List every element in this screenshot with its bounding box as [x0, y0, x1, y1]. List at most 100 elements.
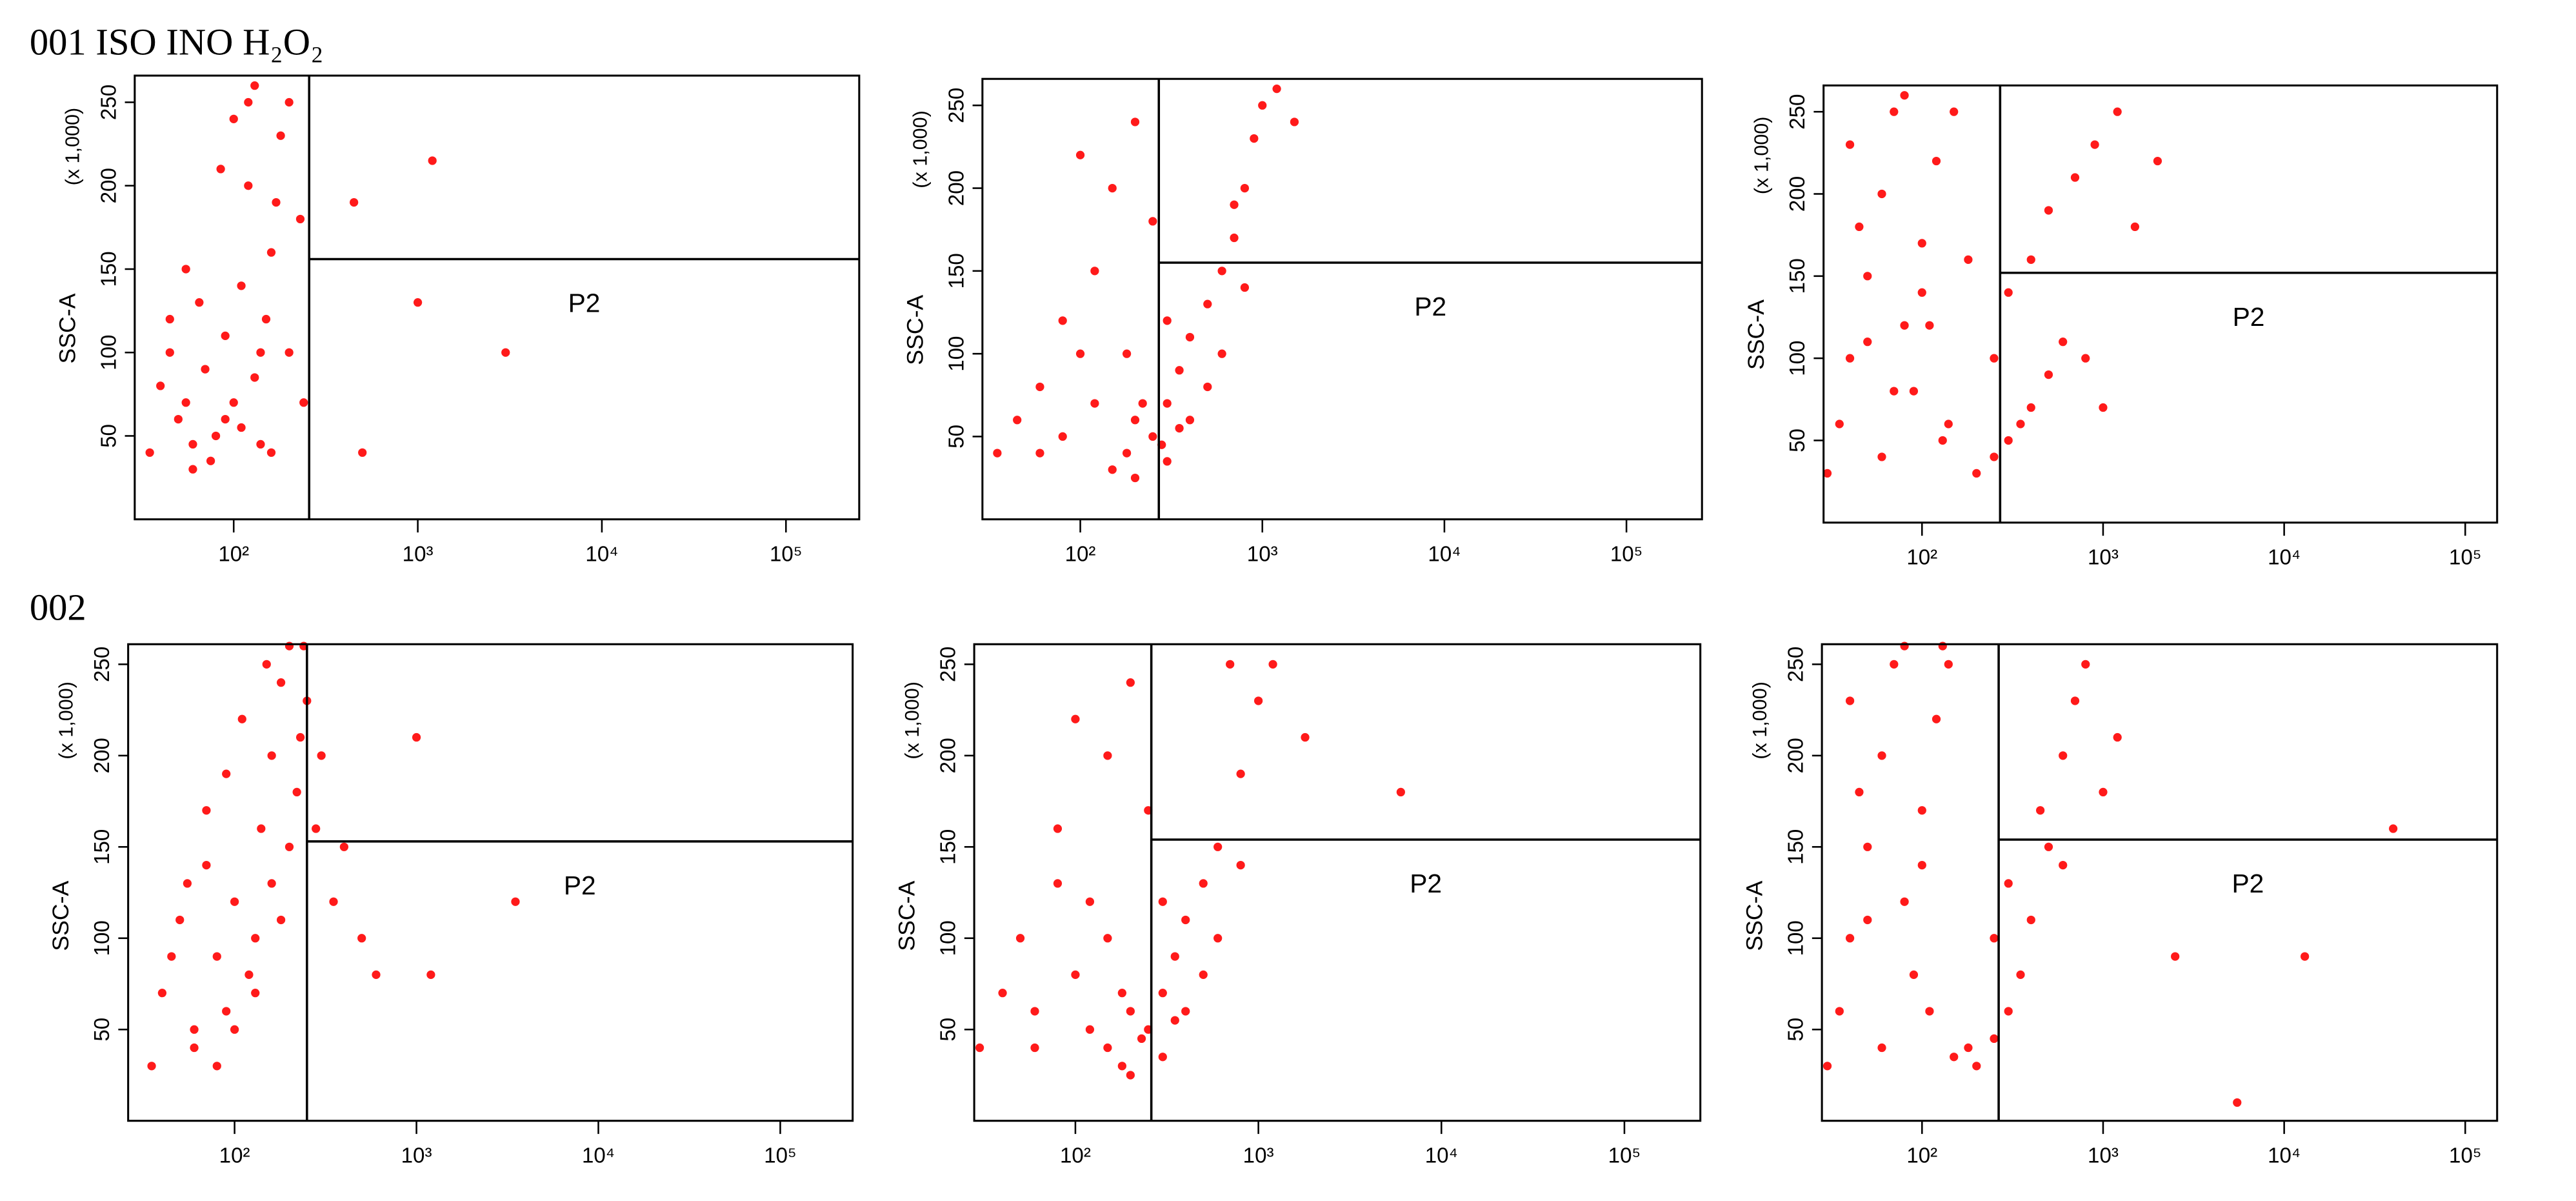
event-dot [1822, 1062, 1832, 1071]
event-dot [1126, 1007, 1135, 1016]
event-dot [221, 331, 230, 340]
plot-frame [973, 643, 1702, 1122]
event-dot [1122, 349, 1132, 358]
y-axis-unit: (x 1,000) [901, 681, 923, 760]
event-dot [1236, 860, 1245, 870]
gate-label: P2 [564, 871, 596, 900]
event-dot [2004, 879, 2013, 888]
plot-frame [127, 643, 854, 1122]
event-dot [1240, 283, 1250, 292]
event-dot [156, 381, 165, 390]
y-tick-label: 100 [97, 335, 121, 370]
y-tick-label: 100 [944, 336, 968, 372]
event-dot [1272, 85, 1281, 94]
event-dot [2044, 206, 2053, 215]
event-dot [1185, 416, 1195, 425]
event-dot [2044, 370, 2053, 379]
y-tick-label: 250 [1784, 647, 1808, 682]
y-tick-label: 250 [937, 647, 961, 682]
event-dot [1137, 1034, 1146, 1044]
event-dot [1030, 1007, 1039, 1016]
event-dot [1163, 457, 1172, 466]
y-axis-label: SSC-A [1742, 880, 1768, 951]
x-tick-label: 10² [1906, 1144, 1937, 1168]
event-dot [1108, 183, 1117, 193]
event-dot [1900, 91, 1909, 100]
event-dot [276, 915, 286, 925]
event-dot [1103, 751, 1112, 760]
event-dot [1845, 354, 1855, 363]
y-tick-label: 100 [1786, 341, 1810, 376]
event-dot [1845, 696, 1855, 705]
x-tick-label: 10² [1906, 546, 1937, 570]
event-dot [229, 398, 238, 407]
event-dot [1835, 1007, 1844, 1016]
event-dot [2059, 338, 2068, 347]
event-dot [295, 214, 305, 224]
event-dot [1917, 239, 1926, 248]
event-dot [256, 439, 265, 449]
event-dot [1396, 787, 1405, 797]
event-dot [1240, 183, 1250, 193]
event-dot [292, 787, 301, 797]
event-dot [212, 952, 221, 961]
x-tick-label: 10⁵ [764, 1144, 797, 1168]
event-dot [2026, 915, 2035, 925]
event-dot [426, 970, 435, 979]
event-dot [1877, 751, 1886, 760]
event-dot [1058, 316, 1067, 325]
event-dot [1122, 449, 1132, 458]
event-dot [1990, 354, 1999, 363]
event-dot [412, 732, 421, 742]
event-dot [216, 165, 225, 174]
plot-frame [981, 77, 1703, 521]
event-dot [165, 348, 174, 357]
event-dot [1085, 897, 1095, 906]
row-label: 001 ISO INO H₂O₂ [30, 21, 324, 63]
event-dot [1917, 288, 1926, 297]
event-dot [262, 660, 271, 669]
x-tick-label: 10⁴ [2268, 546, 2301, 570]
y-tick-label: 250 [90, 647, 114, 682]
y-tick-label: 100 [90, 920, 114, 956]
event-dot [1130, 117, 1140, 126]
event-dot [237, 714, 246, 723]
event-dot [993, 449, 1002, 458]
event-dot [1990, 934, 1999, 943]
event-dot [1090, 267, 1099, 276]
x-tick-label: 10⁴ [1428, 542, 1461, 566]
y-tick-label: 100 [1784, 920, 1808, 956]
event-dot [245, 970, 254, 979]
event-dot [1301, 732, 1310, 742]
event-dot [1148, 217, 1157, 226]
event-dot [157, 989, 167, 998]
y-tick-label: 50 [944, 425, 968, 449]
y-tick-label: 150 [937, 829, 961, 865]
event-dot [1990, 1034, 1999, 1044]
y-axis-label: SSC-A [1743, 299, 1769, 370]
event-dot [1863, 842, 1872, 851]
event-dot [1213, 934, 1223, 943]
event-dot [1855, 787, 1864, 797]
event-dot [1103, 1043, 1112, 1053]
y-axis-unit: (x 1,000) [910, 110, 932, 188]
event-dot [2130, 222, 2139, 232]
event-dot [267, 879, 276, 888]
event-dot [299, 398, 308, 407]
event-dot [1217, 349, 1226, 358]
event-dot [1938, 641, 1947, 651]
event-dot [2099, 403, 2108, 412]
event-dot [1158, 897, 1167, 906]
event-dot [1890, 107, 1899, 116]
y-tick-label: 200 [944, 170, 968, 206]
event-dot [1932, 714, 1941, 723]
y-axis-unit: (x 1,000) [62, 108, 84, 186]
y-axis-unit: (x 1,000) [1749, 681, 1771, 760]
event-dot [1845, 140, 1855, 149]
y-axis-label: SSC-A [902, 295, 928, 365]
event-dot [1030, 1043, 1039, 1053]
event-dot [221, 414, 230, 424]
event-dot [1058, 432, 1067, 441]
event-dot [285, 97, 294, 107]
event-dot [2389, 824, 2398, 833]
